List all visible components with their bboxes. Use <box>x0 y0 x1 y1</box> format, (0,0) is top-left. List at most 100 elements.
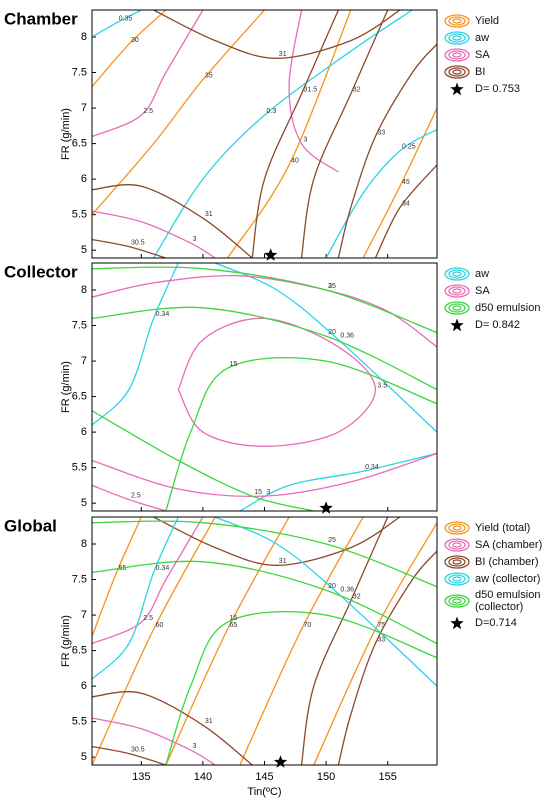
contour-line <box>92 210 216 258</box>
contour-line <box>92 452 437 498</box>
legend-swatch <box>448 50 466 60</box>
legend-swatch <box>452 525 462 531</box>
legend-label: BI <box>475 66 486 78</box>
contour-level-label: 30.5 <box>131 746 145 753</box>
contour-line <box>239 452 437 511</box>
legend-swatch <box>444 521 470 535</box>
contour-level-label: 3 <box>193 743 197 750</box>
legend-swatch <box>448 16 466 26</box>
contour-line <box>313 522 437 765</box>
plot-frame <box>91 9 438 259</box>
legend-icon <box>444 267 470 281</box>
legend-swatch <box>452 576 462 582</box>
contour-line <box>300 10 389 258</box>
contour-line <box>92 517 216 765</box>
y-axis-label: FR (g/min) <box>60 361 72 413</box>
legend-swatch <box>444 555 470 569</box>
legend-label: aw <box>475 268 490 280</box>
legend-label: aw <box>475 32 490 44</box>
legend-entry: SA <box>443 48 548 62</box>
contour-level-label: 0.35 <box>119 16 133 23</box>
legend-swatch <box>444 31 470 45</box>
contour-line <box>92 10 167 88</box>
contour-line <box>92 517 204 645</box>
legend-entry: aw <box>443 267 548 281</box>
x-tick-label: 150 <box>317 771 335 783</box>
contour-line <box>92 306 437 391</box>
legend-swatch <box>448 557 466 567</box>
y-tick-label: 7 <box>81 102 87 114</box>
plot-frame <box>91 516 438 766</box>
contour-level-label: 0.36 <box>340 333 354 340</box>
contour-level-label: 3.5 <box>377 382 387 389</box>
legend-icon <box>450 318 464 332</box>
legend-star <box>450 82 464 96</box>
contour-level-label: 40 <box>291 158 299 165</box>
contour-line <box>92 517 142 637</box>
plot-area: 55 60 65 70 75 3 2.5 30.5 31 31 32 33 0.34 0.36 25 20 15 <box>92 517 437 765</box>
plot-frame <box>91 262 438 512</box>
legend-swatch <box>452 18 462 24</box>
contour-level-label: 33 <box>377 129 385 136</box>
contour-line <box>251 10 339 258</box>
contour-line <box>337 550 437 765</box>
y-tick-label: 5.5 <box>72 209 87 221</box>
panel-title: Chamber <box>4 9 78 28</box>
contour-level-label: 31 <box>205 211 213 218</box>
legend-entry: BI <box>443 65 548 79</box>
legend-label: SA <box>475 285 490 297</box>
legend-label: aw (collector) <box>475 573 541 585</box>
legend-swatch <box>448 596 466 606</box>
contour-level-label: 31.5 <box>304 87 318 94</box>
contour-level-label: 0.34 <box>156 565 170 572</box>
legend-icon <box>444 555 470 569</box>
contour-line <box>92 520 437 588</box>
legend-entry: Yield (total) <box>443 521 548 535</box>
y-tick-label: 7.5 <box>72 66 87 78</box>
contour-level-label: 55 <box>119 565 127 572</box>
legend-entry: D= 0.842 <box>443 318 548 332</box>
contour-level-label: 0.3 <box>267 108 277 115</box>
legend-swatch <box>452 35 462 41</box>
legend-icon <box>444 65 470 79</box>
contour-line <box>177 317 377 447</box>
contour-level-label: 3 <box>267 489 271 496</box>
contour-level-label: 65 <box>230 622 238 629</box>
legend-swatch <box>452 559 462 565</box>
contour-level-label: 45 <box>402 179 410 186</box>
contour-line <box>153 517 401 566</box>
contour-line <box>337 43 437 258</box>
contour-line <box>325 128 437 258</box>
contour-level-label: 3 <box>304 136 308 143</box>
x-axis-label: Tin(ºC) <box>247 786 281 798</box>
contour-level-label: 0.34 <box>156 311 170 318</box>
legend-label: d50 emulsion (collector) <box>475 589 541 613</box>
panel-title: Global <box>4 516 57 535</box>
contour-level-label: 3 <box>193 236 197 243</box>
legend-swatch <box>452 542 462 548</box>
contour-line <box>165 356 437 511</box>
legend-swatch <box>444 301 470 315</box>
legend-swatch <box>444 284 470 298</box>
x-tick-label: 145 <box>255 771 273 783</box>
legend: aw SA d50 emulsion D= 0.842 <box>443 267 548 335</box>
legend-label: D= 0.842 <box>475 319 520 331</box>
contour-line <box>153 10 413 258</box>
legend-swatch <box>452 69 462 75</box>
y-tick-label: 5 <box>81 244 87 256</box>
legend-entry: D=0.714 <box>443 616 548 630</box>
y-tick-label: 8 <box>81 31 87 43</box>
legend-swatch <box>448 67 466 77</box>
contour-line <box>92 238 167 258</box>
contour-level-label: 30 <box>131 37 139 44</box>
contour-line <box>153 10 401 59</box>
y-axis-label: FR (g/min) <box>60 108 72 160</box>
optimum-star <box>319 501 333 514</box>
x-tick-label: 140 <box>194 771 212 783</box>
contour-line <box>362 107 437 258</box>
contour-level-label: 2.5 <box>143 108 153 115</box>
legend-swatch <box>448 303 466 313</box>
contour-line <box>92 410 314 511</box>
